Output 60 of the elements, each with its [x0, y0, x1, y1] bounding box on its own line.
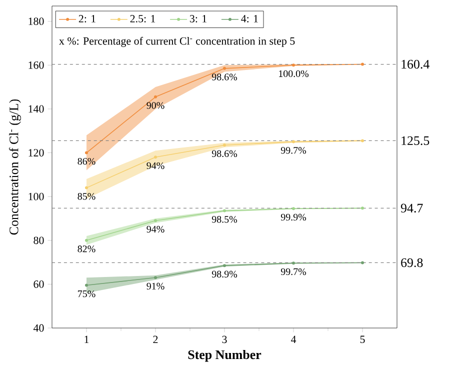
annotation: 82% — [78, 246, 96, 252]
y-axis-title: Concentration of Cl$^{-}$ (g/L) — [9, 99, 21, 235]
annotation: 99.9% — [280, 214, 306, 221]
point — [292, 64, 295, 67]
y-tick-label: 60 — [34, 280, 44, 288]
y-tick-label: 40 — [33, 324, 44, 332]
annotation: 98.5% — [212, 216, 238, 223]
annotation: 98.9% — [212, 270, 238, 278]
legend-label: 2.5: 1 — [130, 15, 156, 22]
point — [223, 209, 226, 212]
point — [154, 219, 157, 222]
point — [361, 206, 364, 210]
x-tick-label: 2 — [153, 336, 158, 344]
annotation: 94% — [146, 162, 164, 170]
y-tick-label: 80 — [34, 236, 44, 244]
ref-line-label: 69.8 — [401, 258, 423, 268]
annotation: 85% — [78, 192, 96, 200]
point — [223, 66, 226, 70]
point — [292, 207, 295, 210]
point — [223, 264, 226, 268]
point — [361, 62, 364, 66]
point — [85, 186, 88, 190]
point — [154, 156, 157, 159]
legend-label: 3: 1 — [190, 15, 206, 22]
annotation: 94% — [146, 226, 164, 233]
y-tick-label: 180 — [28, 18, 44, 26]
x-tick-label: 1 — [84, 336, 89, 344]
x-tick-label: 5 — [360, 336, 365, 344]
ref-line-label: 160.4 — [402, 60, 430, 69]
legend-label: 4: 1 — [241, 15, 258, 22]
annotation: 99.7% — [280, 146, 306, 154]
annotation: 98.6% — [212, 74, 238, 80]
point — [154, 95, 157, 98]
ref-line-label: 125.5 — [402, 136, 430, 146]
point — [292, 262, 295, 265]
y-tick-label: 120 — [28, 149, 44, 156]
annotation: 90% — [146, 102, 164, 109]
annotation: x %: Percentage of current Cl$^{-}$ concentration in step 5 — [59, 36, 295, 47]
annotation: 98.6% — [212, 150, 238, 158]
point — [292, 140, 295, 144]
annotation: 99.7% — [280, 268, 306, 276]
legend-label: 2: 1 — [78, 15, 96, 22]
annotation: 86% — [78, 158, 96, 165]
annotation: 75% — [78, 290, 96, 298]
x-tick-label: 4 — [290, 336, 296, 343]
ref-line-label: 94.7 — [400, 204, 423, 213]
annotation: 91% — [146, 282, 164, 290]
x-axis-title: Step Number — [188, 350, 262, 362]
point — [154, 276, 157, 280]
y-tick-label: 160 — [28, 61, 44, 69]
point — [361, 139, 364, 142]
point — [223, 144, 226, 147]
x-tick-label: 3 — [222, 336, 227, 344]
point — [85, 284, 88, 287]
y-tick-label: 100 — [28, 192, 44, 200]
point — [85, 238, 88, 242]
annotation: 100.0% — [279, 70, 309, 78]
point — [85, 151, 88, 154]
point — [361, 261, 364, 264]
y-tick-label: 140 — [28, 105, 44, 113]
